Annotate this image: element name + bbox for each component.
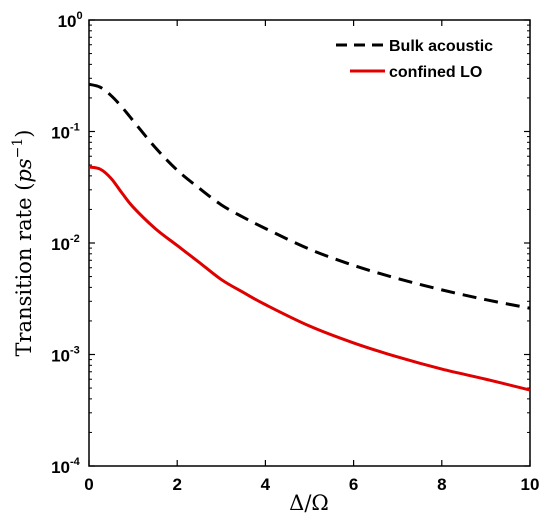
y-tick-label: 10 <box>51 458 70 477</box>
x-tick-label: 2 <box>172 475 181 494</box>
x-tick-label: 6 <box>349 475 358 494</box>
x-tick-label: 10 <box>521 475 540 494</box>
y-axis-label-sup: −1 <box>10 138 26 159</box>
y-tick-label: 10 <box>51 235 70 254</box>
y-axis-label-close: ) <box>12 130 36 138</box>
series-line-bulk-acoustic <box>88 82 531 310</box>
series-line-confined-lo <box>88 165 531 392</box>
y-tick-exponent: -4 <box>70 456 81 468</box>
y-tick-label: 10 <box>51 124 70 143</box>
y-axis-label-text: Transition rate ( <box>12 183 36 357</box>
legend-label-confined-lo: confined LO <box>389 64 482 81</box>
x-tick-label: 8 <box>437 475 446 494</box>
legend: Bulk acoustic confined LO <box>336 38 493 81</box>
y-tick-label: 10 <box>58 12 77 31</box>
y-tick-exponent: -1 <box>70 122 80 134</box>
y-tick-label: 10 <box>51 347 70 366</box>
x-tick-label: 0 <box>84 475 93 494</box>
plot-frame <box>88 19 531 467</box>
y-tick-exponent: -2 <box>70 233 80 245</box>
x-axis-label: Δ/Ω <box>289 491 329 515</box>
y-tick-exponent: 0 <box>77 10 83 22</box>
series-lines <box>88 82 531 392</box>
legend-label-bulk-acoustic: Bulk acoustic <box>389 38 493 55</box>
y-axis-label: Transition rate (ps−1) <box>10 130 36 357</box>
y-axis-label-var: ps <box>12 158 36 182</box>
y-tick-exponent: -3 <box>70 345 80 357</box>
x-tick-label: 4 <box>261 475 271 494</box>
